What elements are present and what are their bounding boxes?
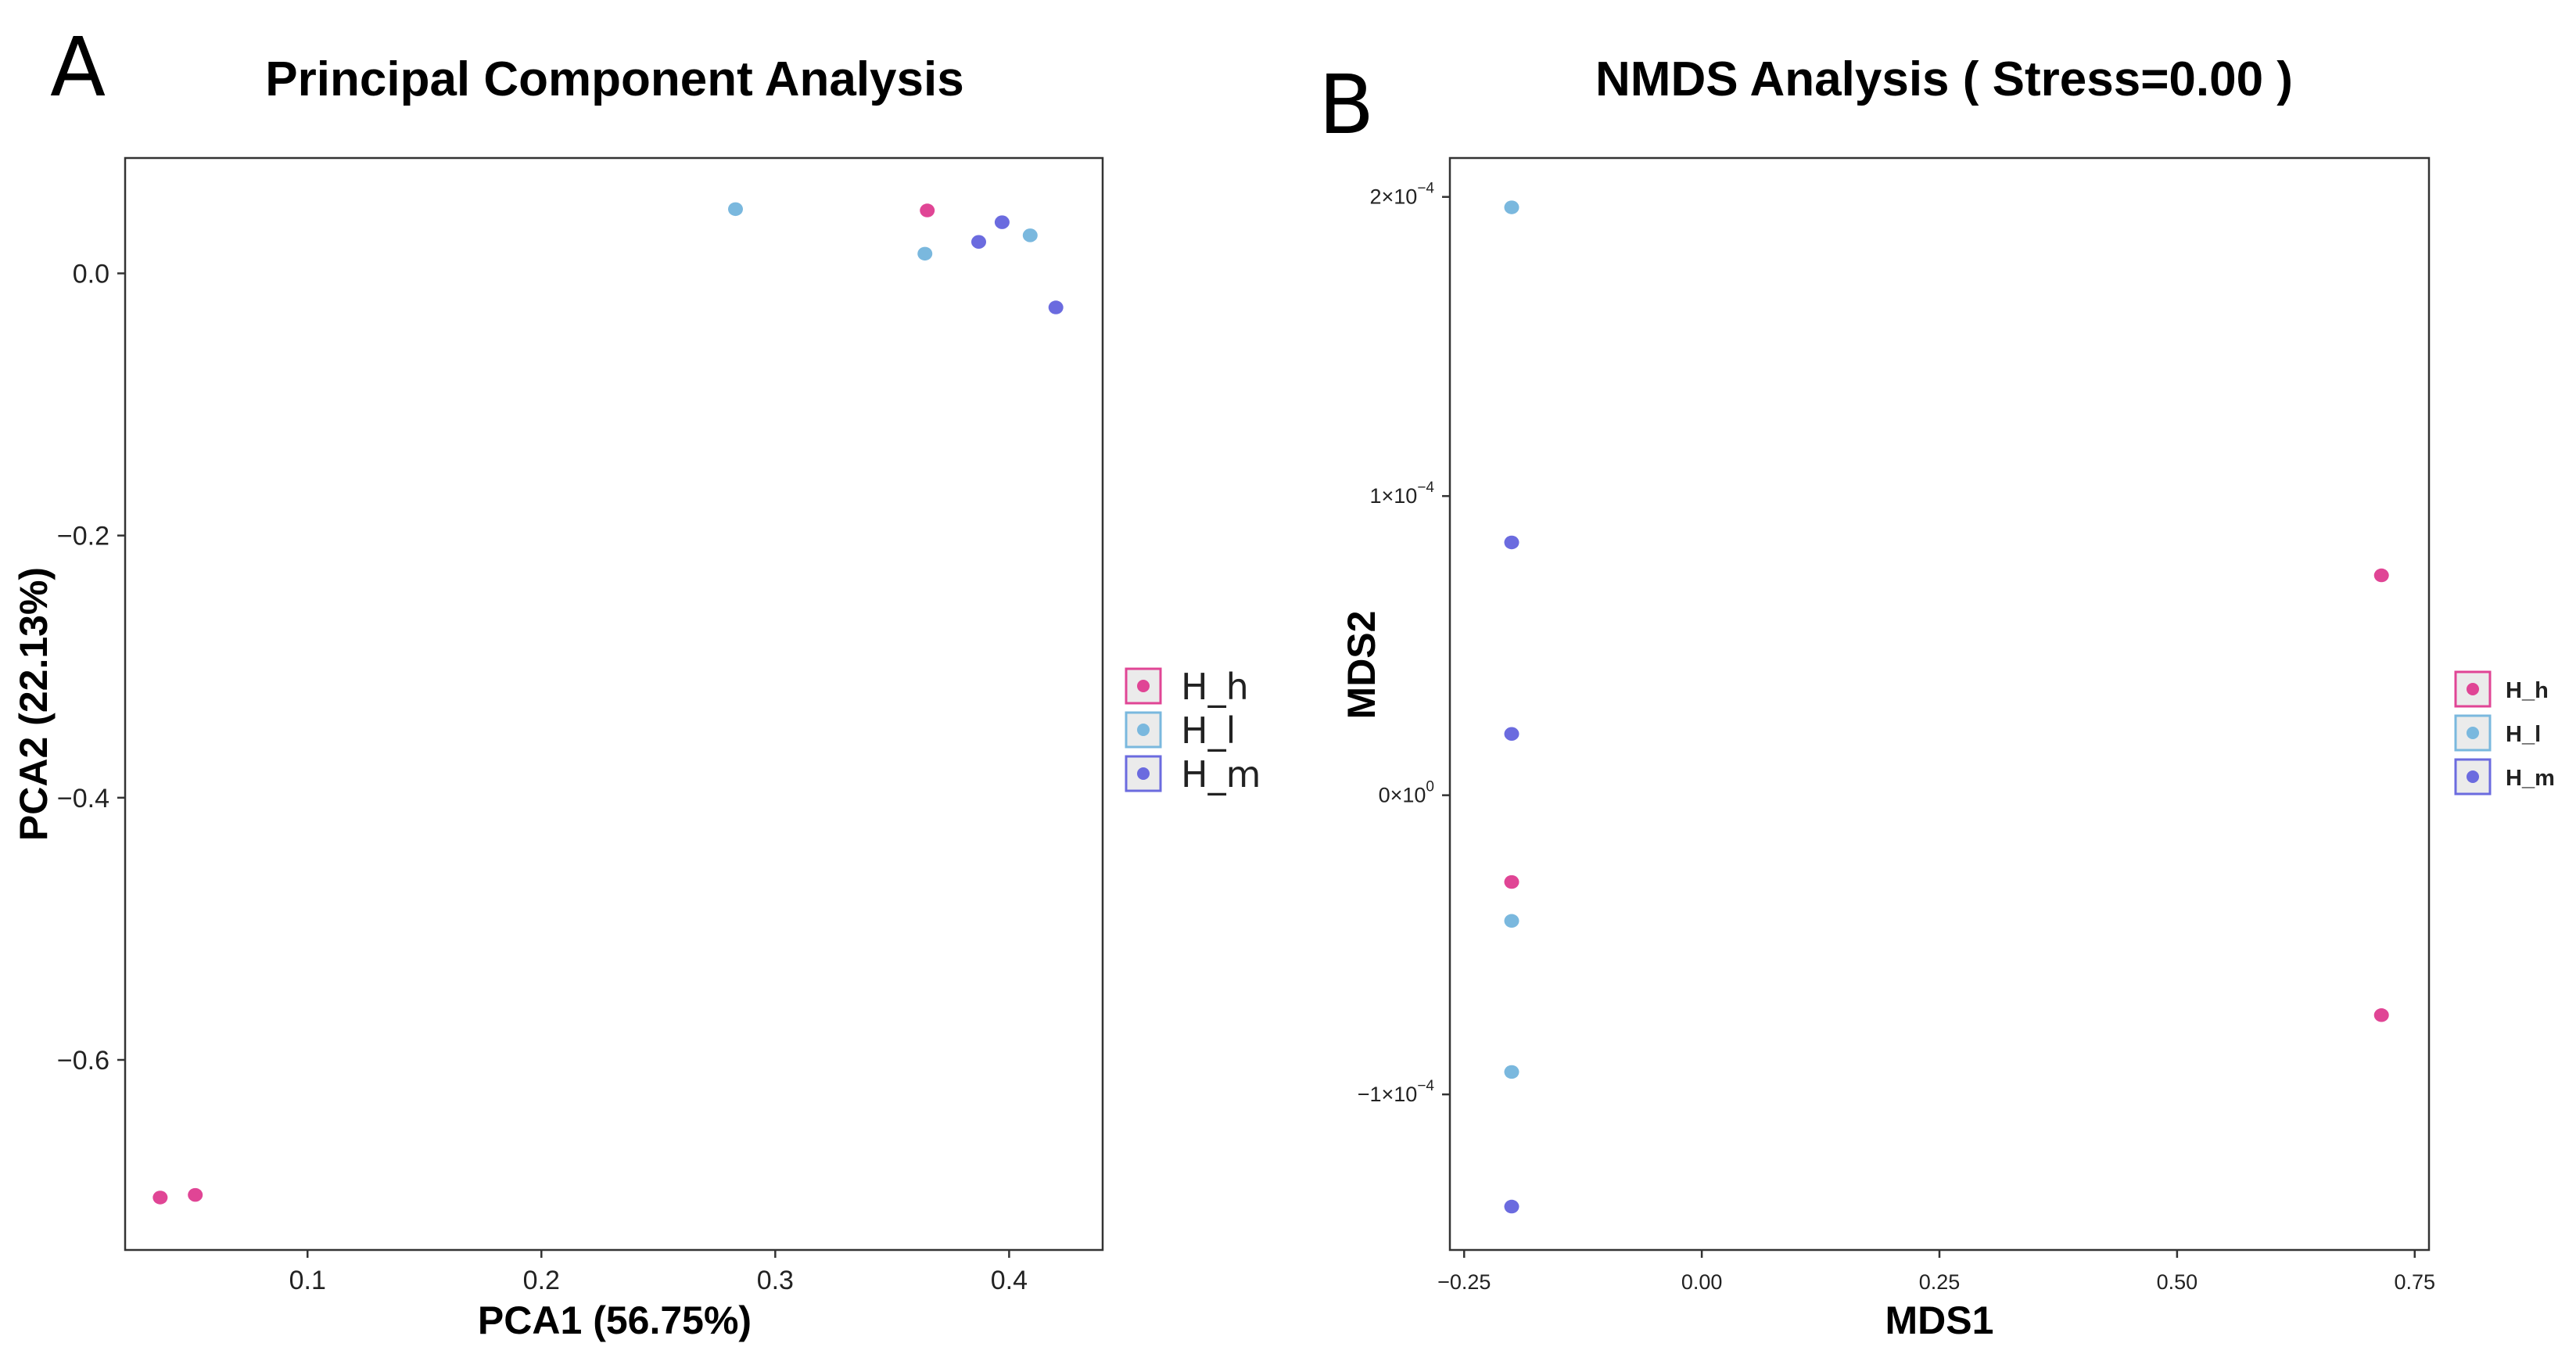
legend-dot: [2467, 727, 2479, 739]
pca-points: [152, 202, 1064, 1205]
x-tick-label: 0.00: [1681, 1270, 1723, 1294]
legend-label: H_m: [1181, 753, 1261, 796]
point-h-l: [1504, 200, 1519, 214]
pca-y-axis-title: PCA2 (22.13%): [12, 567, 56, 841]
nmds-chart-title: NMDS Analysis ( Stress=0.00 ): [1595, 52, 2293, 106]
y-tick-label: −0.2: [57, 522, 109, 551]
legend-dot: [2467, 770, 2479, 783]
pca-y-ticks: 0.0 −0.2 −0.4 −0.6: [57, 259, 125, 1076]
legend-item-h-m: H_m: [2454, 758, 2555, 796]
legend-dot: [1137, 724, 1150, 736]
x-tick-label: 0.50: [2157, 1270, 2198, 1294]
point-h-l: [1504, 1065, 1519, 1079]
pca-chart-title: Principal Component Analysis: [265, 52, 963, 106]
point-h-l: [917, 246, 933, 261]
nmds-y-ticks: 2×10−4 1×10−4 0×100 −1×10−4: [1358, 181, 1450, 1106]
legend-item-h-l: H_l: [1125, 709, 1236, 752]
point-h-h: [2373, 1008, 2389, 1022]
x-tick-label: 0.1: [289, 1266, 326, 1295]
y-tick-label: 0.0: [73, 259, 109, 289]
x-tick-label: 0.75: [2394, 1270, 2435, 1294]
legend-item-h-h: H_h: [1125, 666, 1249, 708]
point-h-l: [1504, 914, 1519, 928]
legend-item-h-h: H_h: [2454, 670, 2549, 708]
point-h-l: [1022, 228, 1038, 242]
nmds-x-axis-title: MDS1: [1885, 1298, 1994, 1342]
point-h-h: [1504, 875, 1519, 889]
legend-dot: [2467, 683, 2479, 695]
legend-dot: [1137, 680, 1150, 692]
y-tick-label: 0×100: [1379, 779, 1434, 807]
point-h-h: [2373, 568, 2389, 583]
pca-plot-frame: [124, 156, 1104, 1252]
point-h-h: [152, 1191, 168, 1205]
legend-key: [2454, 670, 2492, 708]
panel-a-pca: A Principal Component Analysis 0.0 −0.2 −0…: [12, 20, 1261, 1342]
nmds-plot-frame: [1448, 156, 2431, 1252]
x-tick-label: 0.4: [991, 1266, 1028, 1295]
point-h-m: [1504, 727, 1519, 741]
point-h-m: [971, 235, 987, 249]
legend-item-h-l: H_l: [2454, 714, 2541, 752]
x-tick-label: 0.25: [1919, 1270, 1961, 1294]
pca-legend: H_hH_lH_m: [1125, 666, 1261, 796]
y-tick-label: 1×10−4: [1370, 479, 1435, 508]
point-h-m: [994, 215, 1010, 229]
panel-label-b: B: [1318, 57, 1374, 153]
point-h-m: [1504, 535, 1519, 550]
legend-item-h-m: H_m: [1125, 753, 1261, 796]
point-h-h: [188, 1187, 203, 1202]
legend-label: H_h: [2506, 678, 2549, 703]
pca-x-axis-title: PCA1 (56.75%): [478, 1298, 752, 1342]
legend-label: H_m: [2506, 766, 2555, 791]
legend-label: H_l: [2506, 722, 2541, 747]
point-h-h: [920, 203, 935, 217]
y-tick-label: −0.6: [57, 1046, 109, 1076]
nmds-y-axis-title: MDS2: [1340, 611, 1383, 720]
nmds-x-ticks: −0.25 0.00 0.25 0.50 0.75: [1437, 1250, 2435, 1294]
legend-dot: [1137, 767, 1150, 780]
y-tick-label: −1×10−4: [1358, 1078, 1435, 1106]
y-tick-label: −0.4: [57, 784, 109, 813]
panel-label-a: A: [50, 20, 106, 115]
legend-label: H_h: [1181, 666, 1249, 708]
point-h-m: [1048, 300, 1064, 314]
pca-x-ticks: 0.1 0.2 0.3 0.4: [289, 1250, 1028, 1295]
legend-label: H_l: [1181, 709, 1236, 752]
legend-key: [2454, 714, 2492, 752]
nmds-legend: H_h H_l H_m: [2454, 670, 2555, 796]
point-h-m: [1504, 1199, 1519, 1214]
point-h-l: [728, 202, 744, 217]
nmds-points: [1504, 200, 2389, 1214]
y-tick-label: 2×10−4: [1370, 181, 1435, 209]
x-tick-label: −0.25: [1437, 1270, 1491, 1294]
x-tick-label: 0.2: [523, 1266, 560, 1295]
x-tick-label: 0.3: [757, 1266, 794, 1295]
panel-b-nmds: B NMDS Analysis ( Stress=0.00 ) 2×10−4 1×…: [1318, 52, 2555, 1342]
